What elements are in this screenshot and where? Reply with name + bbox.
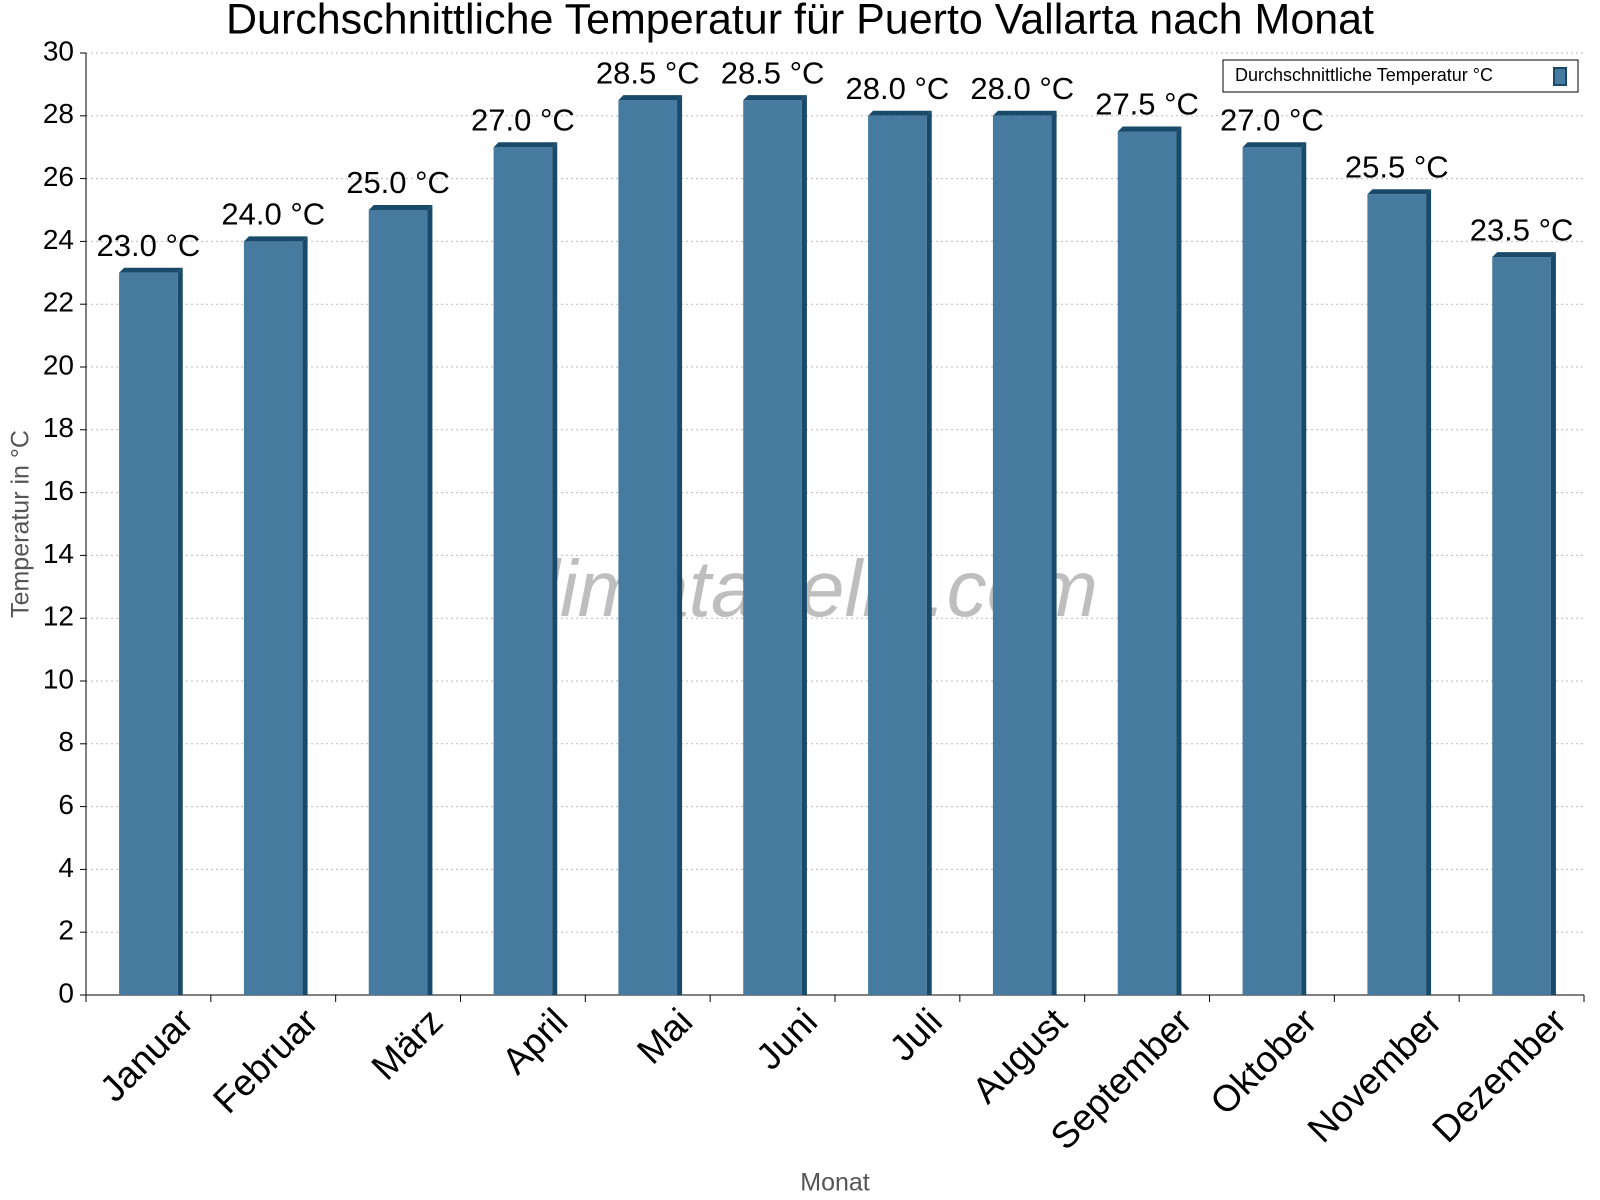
y-tick-label: 10 [43, 663, 74, 694]
bar-side [552, 142, 558, 995]
data-label: 28.0 °C [970, 71, 1074, 106]
y-tick-label: 8 [58, 726, 74, 757]
bar-top [868, 110, 932, 116]
bar [618, 100, 678, 996]
bar-side [1426, 189, 1432, 996]
data-label: 27.0 °C [471, 102, 575, 137]
bar-top [243, 236, 308, 242]
bar-top [493, 142, 558, 148]
bar-side [177, 267, 183, 995]
y-tick-label: 2 [58, 915, 74, 946]
x-tick-label: Mai [629, 1001, 700, 1072]
bar-side [1550, 252, 1556, 996]
bar-top [119, 267, 183, 273]
x-tick-label: Oktober [1202, 1001, 1324, 1123]
bar [743, 100, 802, 996]
y-tick-label: 24 [43, 224, 74, 255]
data-label: 25.0 °C [346, 165, 450, 200]
bar-top [618, 95, 683, 101]
y-tick-label: 20 [43, 349, 74, 380]
bar [1492, 257, 1551, 996]
bar-side [427, 205, 433, 995]
y-tick-label: 6 [58, 789, 74, 820]
y-tick-label: 12 [43, 601, 74, 632]
bar [1117, 131, 1177, 995]
bar-top [1492, 252, 1556, 258]
bar [243, 241, 303, 995]
y-tick-label: 18 [43, 412, 74, 443]
data-label: 23.0 °C [97, 228, 201, 263]
bar-side [302, 236, 308, 995]
data-label: 28.5 °C [596, 55, 700, 90]
x-tick-label: Juni [748, 1001, 825, 1078]
y-tick-label: 4 [58, 852, 74, 883]
bar [992, 115, 1052, 996]
x-tick-label: Dezember [1424, 1001, 1574, 1151]
x-tick-label: November [1300, 1001, 1450, 1151]
y-axis-title: Temperatur in °C [7, 430, 35, 618]
bar [868, 115, 927, 996]
y-tick-label: 28 [43, 98, 74, 129]
bar-side [1176, 126, 1182, 995]
y-tick-label: 14 [43, 538, 74, 569]
y-tick-label: 22 [43, 287, 74, 318]
bar-top [1242, 142, 1307, 148]
bar [119, 272, 178, 995]
y-tick-label: 0 [58, 977, 74, 1008]
y-tick-label: 26 [43, 161, 74, 192]
data-label: 23.5 °C [1470, 212, 1574, 247]
bar-side [926, 110, 932, 996]
data-label: 27.5 °C [1095, 87, 1199, 122]
bar-top [1367, 189, 1432, 195]
x-tick-label: Juli [882, 1001, 950, 1069]
bar [1242, 147, 1302, 995]
x-tick-label: März [364, 1001, 451, 1088]
bar-top [1117, 126, 1182, 132]
bar-side [801, 95, 807, 996]
bar-side [1301, 142, 1307, 995]
bar-side [677, 95, 683, 996]
data-label: 28.5 °C [721, 55, 825, 90]
data-label: 25.5 °C [1345, 149, 1449, 184]
x-tick-label: Februar [205, 1001, 326, 1122]
data-label: 24.0 °C [221, 197, 325, 232]
x-axis-title: Monat [800, 1169, 870, 1197]
bar [1367, 194, 1427, 996]
y-tick-label: 30 [43, 35, 74, 66]
bar-top [368, 205, 433, 210]
bar-side [1051, 110, 1057, 996]
data-label: 27.0 °C [1220, 102, 1324, 137]
x-tick-label: August [964, 1000, 1075, 1111]
chart-title: Durchschnittliche Temperatur für Puerto … [226, 0, 1374, 43]
legend-box [1222, 59, 1579, 93]
x-tick-label: April [494, 1001, 575, 1082]
legend-swatch [1553, 67, 1567, 86]
data-label: 28.0 °C [846, 71, 950, 106]
x-tick-label: Januar [92, 1001, 201, 1110]
bar-top [743, 95, 807, 101]
bar [493, 147, 553, 995]
y-tick-label: 16 [43, 475, 74, 506]
bar-top [992, 110, 1057, 116]
bar [368, 210, 428, 995]
legend-label: Durchschnittliche Temperatur °C [1235, 65, 1493, 85]
